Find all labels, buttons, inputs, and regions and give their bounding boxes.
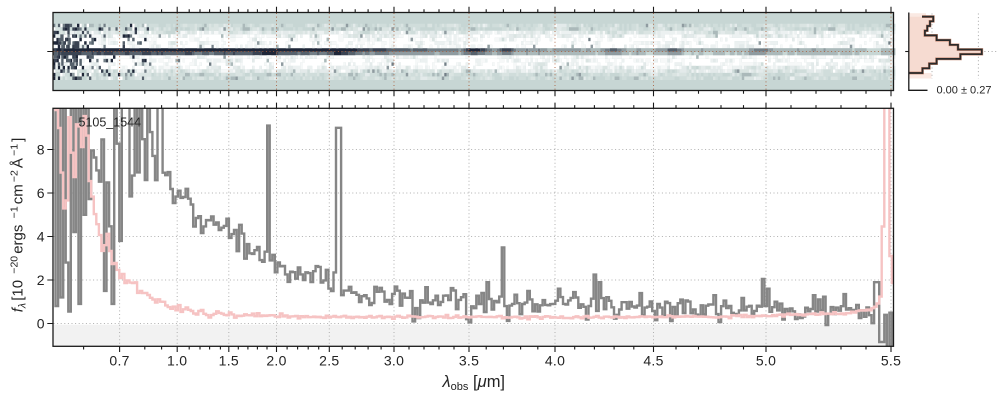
svg-text:ergs: ergs (10, 225, 27, 254)
svg-text:2: 2 (37, 272, 45, 288)
svg-text:5.5: 5.5 (881, 353, 901, 369)
svg-text:8: 8 (37, 141, 45, 157)
svg-text:−2: −2 (8, 170, 20, 182)
svg-text:5.0: 5.0 (756, 353, 776, 369)
svg-text:cm: cm (10, 184, 27, 204)
svg-text:λ: λ (16, 303, 28, 309)
svg-text:m]: m] (487, 373, 505, 391)
svg-text:−1: −1 (8, 144, 20, 156)
svg-text:2.5: 2.5 (319, 353, 339, 369)
svg-text:0.00 ± 0.27: 0.00 ± 0.27 (937, 85, 992, 97)
svg-text:μ: μ (477, 373, 487, 391)
svg-text:4.5: 4.5 (643, 353, 663, 369)
svg-text:3.0: 3.0 (384, 353, 404, 369)
svg-text:−1: −1 (8, 206, 20, 218)
svg-text:5105_1544: 5105_1544 (79, 116, 142, 130)
svg-text:3.5: 3.5 (459, 353, 479, 369)
svg-text:4.0: 4.0 (545, 353, 565, 369)
svg-text:−20: −20 (8, 256, 20, 274)
svg-text:obs: obs (451, 381, 469, 393)
svg-text:0.7: 0.7 (109, 353, 129, 369)
svg-text:]: ] (10, 138, 27, 142)
svg-text:1.0: 1.0 (167, 353, 187, 369)
svg-text:0: 0 (37, 315, 45, 331)
svg-text:[: [ (473, 373, 478, 391)
svg-text:λ: λ (442, 373, 451, 391)
svg-text:1.5: 1.5 (219, 353, 239, 369)
svg-text:Å: Å (10, 158, 27, 168)
svg-text:[10: [10 (10, 280, 27, 301)
svg-text:2.0: 2.0 (266, 353, 286, 369)
svg-text:4: 4 (37, 228, 45, 244)
svg-text:6: 6 (37, 185, 45, 201)
svg-text:f: f (10, 306, 27, 312)
